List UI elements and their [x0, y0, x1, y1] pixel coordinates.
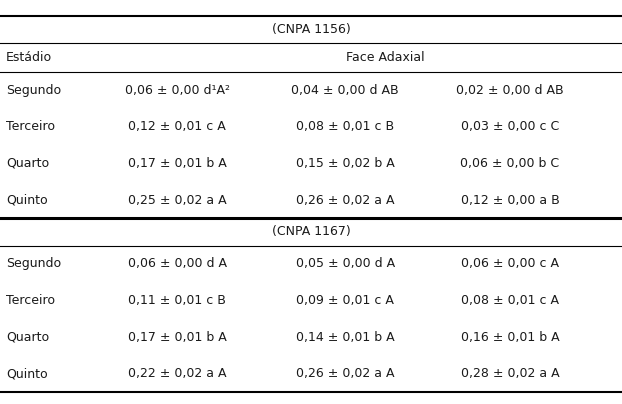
Text: 0,26 ± 0,02 a A: 0,26 ± 0,02 a A: [296, 367, 394, 380]
Text: 0,16 ± 0,01 b A: 0,16 ± 0,01 b A: [461, 330, 559, 343]
Text: Face Adaxial: Face Adaxial: [346, 51, 425, 64]
Text: Quinto: Quinto: [6, 194, 48, 206]
Text: 0,15 ± 0,02 b A: 0,15 ± 0,02 b A: [296, 157, 394, 170]
Text: Segundo: Segundo: [6, 84, 62, 97]
Text: 0,14 ± 0,01 b A: 0,14 ± 0,01 b A: [296, 330, 394, 343]
Text: 0,11 ± 0,01 c B: 0,11 ± 0,01 c B: [128, 294, 226, 307]
Text: 0,08 ± 0,01 c B: 0,08 ± 0,01 c B: [296, 120, 394, 133]
Text: 0,06 ± 0,00 c A: 0,06 ± 0,00 c A: [461, 257, 559, 270]
Text: Segundo: Segundo: [6, 257, 62, 270]
Text: (CNPA 1167): (CNPA 1167): [272, 225, 350, 238]
Text: Terceiro: Terceiro: [6, 294, 55, 307]
Text: 0,08 ± 0,01 c A: 0,08 ± 0,01 c A: [461, 294, 559, 307]
Text: 0,04 ± 0,00 d AB: 0,04 ± 0,00 d AB: [291, 84, 399, 97]
Text: 0,12 ± 0,00 a B: 0,12 ± 0,00 a B: [461, 194, 559, 206]
Text: 0,22 ± 0,02 a A: 0,22 ± 0,02 a A: [128, 367, 226, 380]
Text: Quinto: Quinto: [6, 367, 48, 380]
Text: 0,28 ± 0,02 a A: 0,28 ± 0,02 a A: [461, 367, 559, 380]
Text: 0,17 ± 0,01 b A: 0,17 ± 0,01 b A: [128, 330, 226, 343]
Text: Quarto: Quarto: [6, 157, 49, 170]
Text: 0,05 ± 0,00 d A: 0,05 ± 0,00 d A: [295, 257, 395, 270]
Text: 0,09 ± 0,01 c A: 0,09 ± 0,01 c A: [296, 294, 394, 307]
Text: 0,02 ± 0,00 d AB: 0,02 ± 0,00 d AB: [456, 84, 564, 97]
Text: 0,06 ± 0,00 b C: 0,06 ± 0,00 b C: [460, 157, 560, 170]
Text: 0,12 ± 0,01 c A: 0,12 ± 0,01 c A: [128, 120, 226, 133]
Text: 0,03 ± 0,00 c C: 0,03 ± 0,00 c C: [461, 120, 559, 133]
Text: Estádio: Estádio: [6, 51, 52, 64]
Text: 0,25 ± 0,02 a A: 0,25 ± 0,02 a A: [128, 194, 226, 206]
Text: (CNPA 1156): (CNPA 1156): [272, 23, 350, 36]
Text: Quarto: Quarto: [6, 330, 49, 343]
Text: 0,06 ± 0,00 d¹A²: 0,06 ± 0,00 d¹A²: [125, 84, 230, 97]
Text: 0,06 ± 0,00 d A: 0,06 ± 0,00 d A: [128, 257, 227, 270]
Text: 0,17 ± 0,01 b A: 0,17 ± 0,01 b A: [128, 157, 226, 170]
Text: Terceiro: Terceiro: [6, 120, 55, 133]
Text: 0,26 ± 0,02 a A: 0,26 ± 0,02 a A: [296, 194, 394, 206]
